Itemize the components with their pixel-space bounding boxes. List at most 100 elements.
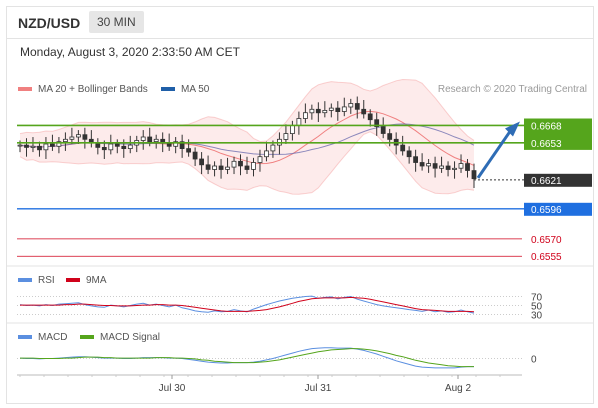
- candle: [43, 137, 49, 160]
- candle-body: [24, 144, 29, 148]
- candle-body: [445, 165, 451, 170]
- macd-legend-swatch: [18, 335, 32, 339]
- candle: [199, 152, 205, 175]
- candle: [244, 156, 250, 175]
- candle: [413, 149, 419, 172]
- rsi-legend-label: RSI: [38, 275, 55, 286]
- candle: [212, 161, 218, 177]
- price-panel: [17, 78, 477, 195]
- macd-signal-line: [20, 348, 474, 368]
- candle: [108, 134, 114, 155]
- rsi-9ma-legend-swatch: [66, 278, 80, 282]
- candle-body: [244, 165, 250, 170]
- candle-body: [367, 113, 373, 121]
- candle-body: [471, 170, 477, 180]
- candle-body: [231, 160, 237, 168]
- candle-body: [302, 112, 308, 119]
- candle: [251, 157, 256, 177]
- candle-body: [37, 145, 42, 151]
- chart-header: NZD/USD 30 MIN: [7, 7, 593, 39]
- forecast-arrowhead: [505, 121, 520, 137]
- candle-body: [419, 162, 425, 167]
- candle-body: [335, 107, 341, 112]
- candle-body: [348, 103, 354, 108]
- candle-body: [43, 143, 49, 151]
- candle: [283, 124, 289, 144]
- candle: [354, 96, 360, 119]
- candle: [328, 103, 334, 118]
- candle-body: [289, 125, 295, 135]
- candle-body: [380, 126, 386, 134]
- x-axis: Jul 30 Jul 31 Aug 2: [17, 374, 522, 394]
- candle: [419, 153, 425, 171]
- candle-body: [114, 143, 120, 147]
- candle-body: [452, 167, 457, 170]
- candle-body: [387, 133, 393, 140]
- resistance-value: 0.6653: [531, 139, 562, 150]
- candle-body: [192, 151, 198, 160]
- candle-body: [315, 108, 321, 114]
- research-watermark: Research © 2020 Trading Central: [438, 84, 587, 95]
- candle-body: [17, 144, 23, 147]
- macd-legend-label: MACD: [38, 332, 67, 343]
- resistance-tag: [524, 118, 592, 150]
- candle: [37, 141, 42, 157]
- candle-body: [361, 108, 367, 115]
- candle-body: [108, 143, 114, 151]
- candle-body: [374, 119, 380, 127]
- candle: [471, 163, 477, 188]
- x-tick-label: Aug 2: [445, 383, 472, 394]
- candle: [348, 98, 354, 114]
- candle-body: [458, 163, 464, 169]
- candle: [114, 139, 120, 154]
- candle-body: [238, 160, 243, 167]
- candle: [341, 97, 347, 117]
- x-tick-label: Jul 31: [305, 383, 332, 394]
- candle-body: [147, 136, 153, 142]
- candle: [380, 117, 386, 139]
- rsi-9ma-legend-label: 9MA: [86, 275, 107, 286]
- forecast-arrow: [476, 130, 512, 179]
- candle: [374, 112, 380, 136]
- candle: [30, 137, 36, 153]
- timeframe-button[interactable]: 30 MIN: [89, 11, 144, 33]
- candle: [335, 101, 341, 121]
- bollinger-legend-label: MA 20 + Bollinger Bands: [38, 84, 148, 95]
- candle: [173, 137, 179, 154]
- candle-body: [328, 107, 334, 111]
- candle-body: [257, 156, 263, 163]
- support-value: 0.6570: [531, 235, 562, 246]
- bollinger-lower-line: [19, 131, 475, 195]
- candle-body: [76, 134, 81, 138]
- candle-body: [121, 145, 127, 150]
- candle-body: [251, 162, 256, 170]
- bollinger-band-fill: [20, 79, 474, 195]
- macd-tick-label: 0: [531, 355, 537, 366]
- candle-body: [140, 136, 146, 141]
- ma50-legend-swatch: [161, 87, 175, 91]
- candle: [140, 130, 146, 150]
- candle-body: [413, 156, 419, 163]
- candle: [225, 157, 230, 175]
- candle-body: [56, 141, 62, 147]
- candle-body: [186, 148, 192, 153]
- macd-signal-legend-swatch: [80, 335, 94, 339]
- candle: [127, 135, 133, 154]
- candle-body: [270, 144, 276, 152]
- candle-body: [63, 138, 68, 143]
- candle: [205, 155, 211, 175]
- candle-body: [406, 150, 412, 158]
- candle-body: [354, 103, 360, 110]
- candle: [302, 103, 308, 124]
- candle-body: [225, 166, 230, 170]
- candle-body: [439, 165, 445, 169]
- candle: [452, 161, 457, 179]
- candle: [264, 141, 269, 162]
- candle-body: [179, 141, 185, 149]
- pivot-value: 0.6596: [531, 205, 562, 216]
- rsi-legend-swatch: [18, 278, 32, 282]
- candle-body: [341, 106, 347, 112]
- candle-body: [264, 150, 269, 158]
- ma50-legend-label: MA 50: [181, 84, 210, 95]
- currency-pair-title: NZD/USD: [18, 15, 81, 31]
